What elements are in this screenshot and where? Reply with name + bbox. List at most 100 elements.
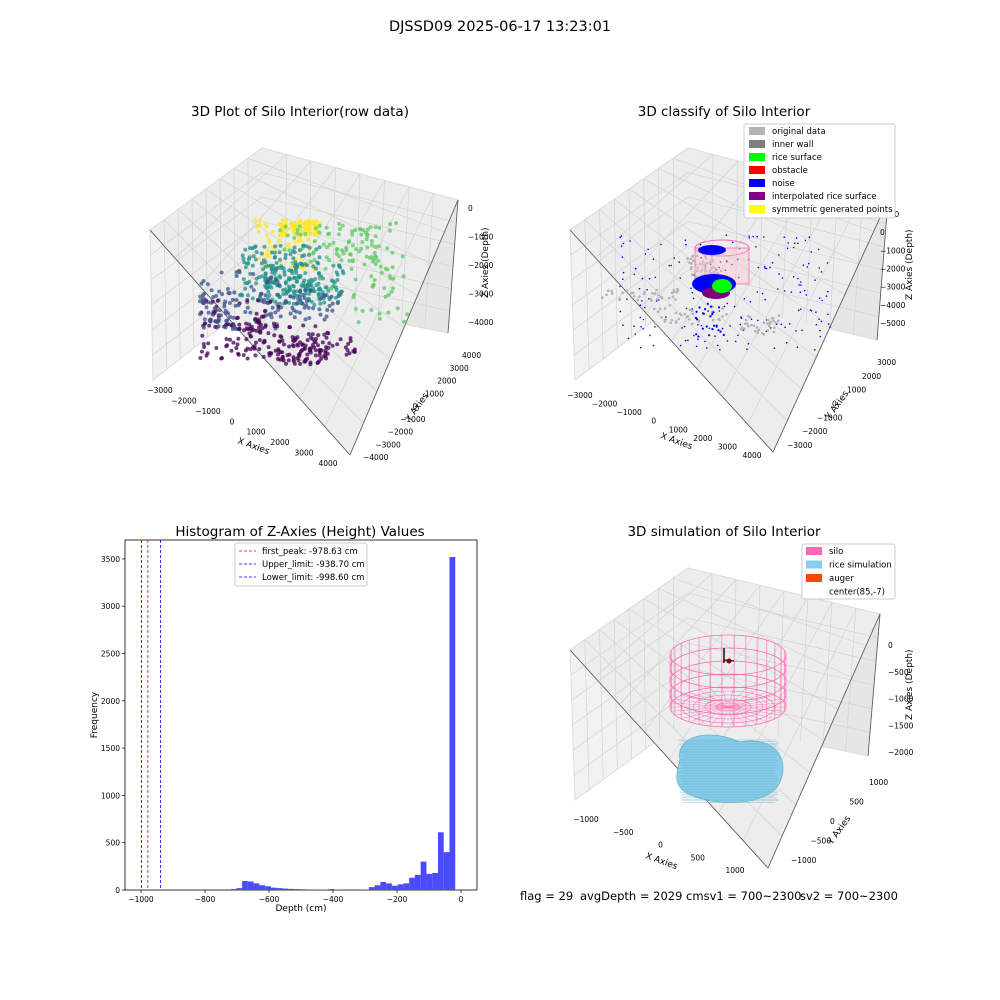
scatter-point (386, 310, 391, 315)
scatter-point (294, 279, 299, 284)
scatter-point (350, 232, 355, 237)
noise-point (705, 325, 708, 328)
scatter-point (349, 266, 354, 271)
noise-point (697, 335, 700, 338)
scatter-point (201, 279, 206, 283)
scatter-point (229, 348, 234, 353)
scatter-point (330, 343, 335, 348)
scatter-point (360, 240, 365, 244)
noise-point (702, 312, 706, 315)
tick-label: 1000 (425, 389, 444, 398)
scatter-point (386, 292, 391, 297)
scatter-point (286, 227, 291, 231)
scatter-point (276, 307, 281, 312)
scatter-point (241, 353, 246, 358)
scatter-point (277, 250, 282, 255)
noise-point (654, 276, 657, 279)
scatter-point (276, 304, 281, 309)
panel3-plot-frame (124, 539, 478, 891)
noise-point (809, 309, 812, 311)
scatter-point (306, 305, 311, 310)
noise-point (795, 330, 797, 332)
noise-point (620, 245, 623, 247)
noise-point (670, 264, 672, 267)
scatter-point (308, 288, 313, 293)
noise-point (748, 235, 750, 237)
noise-point (749, 300, 752, 303)
panel-simulation: 3D simulation of Silo Interior −1000 −500… (569, 524, 915, 875)
scatter-point (203, 321, 207, 326)
original-point (630, 291, 633, 295)
hist-bar (391, 885, 398, 890)
tick-label: −3000 (468, 290, 494, 299)
scatter-point (257, 256, 262, 261)
noise-point (818, 267, 821, 269)
scatter-point (297, 224, 302, 229)
hist-bar (253, 883, 260, 890)
original-point (706, 261, 709, 265)
silo-spoke (727, 706, 735, 727)
noise-point (693, 334, 695, 337)
panel1-xlabel: X Axies (236, 436, 271, 457)
figure-suptitle: DJSSD09 2025-06-17 13:23:01 (389, 19, 611, 35)
noise-point (799, 291, 802, 294)
scatter-point (337, 263, 342, 268)
scatter-point (300, 342, 305, 347)
scatter-point (251, 254, 256, 259)
scatter-point (313, 348, 318, 353)
noise-point (714, 335, 716, 337)
noise-point (704, 308, 707, 311)
noise-point (803, 289, 806, 292)
scatter-point (347, 351, 352, 356)
scatter-point (287, 248, 292, 253)
scatter-point (288, 325, 292, 330)
hist-bar (265, 886, 271, 890)
scatter-point (312, 258, 317, 263)
scatter-point (272, 324, 277, 329)
scatter-point (389, 289, 394, 294)
hist-bar (242, 881, 248, 890)
scatter-point (320, 290, 325, 295)
scatter-point (224, 311, 228, 316)
scatter-point (309, 232, 314, 236)
scatter-point (371, 259, 376, 264)
panel4-title: 3D simulation of Silo Interior (627, 524, 821, 540)
panel4-legend: silo rice simulation auger center(85,-7) (801, 543, 896, 600)
scatter-point (316, 292, 321, 297)
original-point (701, 263, 705, 266)
scatter-point (273, 310, 278, 315)
noise-point (726, 260, 728, 263)
original-point (744, 322, 747, 326)
scatter-point (282, 232, 287, 237)
scatter-point (325, 245, 329, 250)
scatter-point (252, 245, 257, 250)
tick-label: 4000 (318, 459, 337, 468)
tick-label: −1000 (880, 246, 906, 255)
noise-point (709, 263, 712, 266)
hist-bar (236, 888, 243, 890)
legend-entry: rice surface (772, 153, 822, 163)
scatter-point (307, 252, 312, 257)
scatter-point (301, 243, 306, 248)
scatter-point (322, 354, 326, 359)
scatter-point (291, 344, 296, 349)
silo-spoke (671, 706, 729, 712)
scatter-point (220, 292, 225, 297)
scatter-point (294, 309, 299, 314)
original-point (691, 312, 695, 316)
noise-point (808, 236, 811, 238)
scatter-point (297, 289, 302, 294)
legend-swatch (806, 560, 822, 569)
scatter-point (228, 314, 233, 319)
scatter-point (276, 347, 281, 352)
tick-label: 1000 (246, 428, 265, 437)
tick-label: 3000 (718, 442, 737, 451)
scatter-point (272, 250, 277, 255)
scatter-point (348, 339, 353, 344)
scatter-point (339, 258, 344, 263)
scatter-point (202, 345, 207, 349)
original-point (762, 333, 766, 336)
original-point (755, 326, 759, 329)
silo-spoke (727, 706, 767, 723)
scatter-point (323, 293, 328, 298)
